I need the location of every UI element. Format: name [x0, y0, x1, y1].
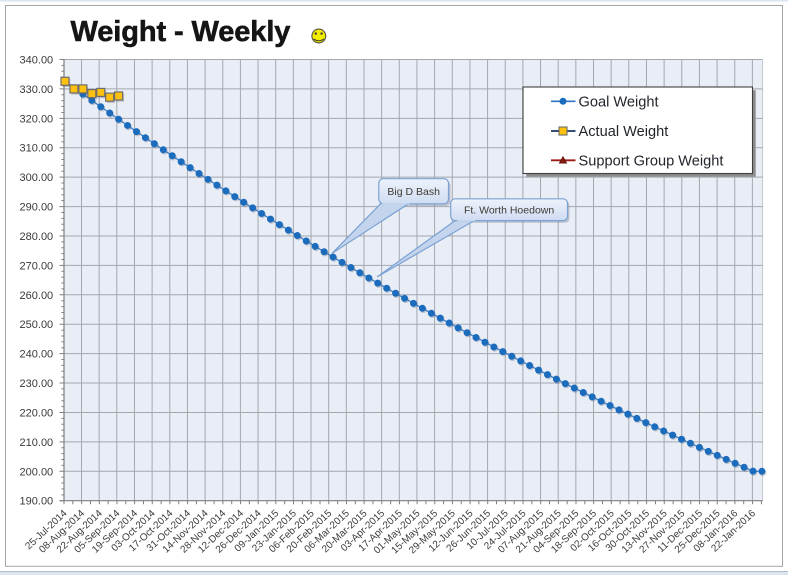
svg-text:Big D Bash: Big D Bash: [387, 186, 440, 198]
svg-text:190.00: 190.00: [20, 496, 54, 508]
svg-text:320.00: 320.00: [20, 113, 54, 125]
svg-text:Actual Weight: Actual Weight: [579, 124, 669, 140]
svg-text:290.00: 290.00: [20, 202, 54, 214]
svg-text:340.00: 340.00: [20, 55, 54, 67]
svg-text:240.00: 240.00: [20, 349, 54, 361]
svg-text:260.00: 260.00: [20, 290, 54, 302]
svg-text:310.00: 310.00: [20, 143, 54, 155]
svg-text:200.00: 200.00: [20, 466, 54, 478]
svg-text:Weight - Weekly: Weight - Weekly: [71, 16, 291, 48]
svg-text:Support Group Weight: Support Group Weight: [579, 153, 724, 169]
svg-text:250.00: 250.00: [20, 319, 54, 331]
svg-text:220.00: 220.00: [20, 408, 54, 420]
svg-text:270.00: 270.00: [20, 260, 54, 272]
svg-text:280.00: 280.00: [20, 231, 54, 243]
svg-text:230.00: 230.00: [20, 378, 54, 390]
svg-text:Goal Weight: Goal Weight: [579, 94, 659, 110]
svg-text:330.00: 330.00: [20, 84, 54, 96]
svg-text:Ft. Worth Hoedown: Ft. Worth Hoedown: [464, 205, 554, 217]
svg-text:210.00: 210.00: [20, 437, 54, 449]
svg-text:300.00: 300.00: [20, 172, 54, 184]
